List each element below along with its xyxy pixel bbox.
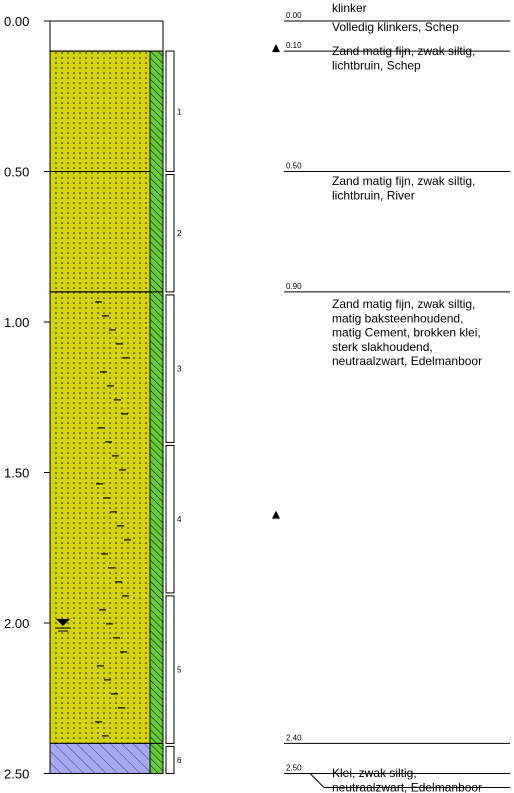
sample-box [165,294,175,443]
sample-box [165,174,175,293]
sample-box [165,50,175,172]
groundwater-icon [56,619,70,626]
layer-strip [149,742,164,775]
boundary-label: 0.90 [286,282,302,291]
sample-label: 5 [177,666,182,675]
layer-strip [149,291,164,744]
sample-label: 4 [177,515,182,524]
sample-label: 1 [177,107,182,116]
marker-triangle-icon [272,44,280,53]
sample-label: 6 [177,756,182,765]
depth-label: 2.50 [4,767,29,782]
layer-dots [50,291,150,744]
boundary-label: 2.40 [286,733,302,742]
depth-label: 1.00 [4,315,29,330]
description-text: Klei, zwak siltig, [332,766,417,780]
depth-label: 1.50 [4,466,29,481]
layer-klinker [49,20,164,52]
depth-label: 2.00 [4,616,29,631]
boundary-label: 0.10 [286,41,302,50]
description-text: Volledig klinkers, Schep [332,20,459,34]
depth-label: 0.50 [4,165,29,180]
marker-triangle-icon [272,510,280,519]
sample-box [165,444,175,594]
depth-label: 0.00 [4,14,29,29]
description-text: Zand matig fijn, zwak siltig, [332,297,475,311]
description-text: matig baksteenhoudend, [332,311,463,325]
sample-box [165,745,175,774]
description-text: Zand matig fijn, zwak siltig, [332,174,475,188]
description-text: sterk slakhoudend, [332,340,433,354]
description-text: Zand matig fijn, zwak siltig, [332,44,475,58]
boundary-label: 2.50 [286,764,302,773]
boundary-label: 0.50 [286,162,302,171]
description-text: matig Cement, brokken klei, [332,326,481,340]
soil-column [49,20,164,775]
description-text: lichtbruin, River [332,188,415,202]
depth-axis: 0.00 0.50 1.00 1.50 2.00 2.50 [4,14,50,782]
description-text: lichtbruin, Schep [332,58,421,72]
description-text: neutraalzwart, Edelmanboor [332,354,482,368]
sample-box [165,595,175,744]
descriptions: 0.00 0.10 0.50 0.90 2.40 2.50 klinker Volledig … [272,1,510,793]
sample-column: 1 2 3 4 5 6 [165,50,182,774]
sample-label: 3 [177,365,182,374]
layer-klei [49,742,151,775]
bottom-tail [309,773,325,788]
description-text: neutraalzwart, Edelmanboor [332,780,482,793]
description-text: klinker [332,1,367,15]
sample-label: 2 [177,229,182,238]
layer-strip [149,50,164,293]
boundary-label: 0.00 [286,11,302,20]
